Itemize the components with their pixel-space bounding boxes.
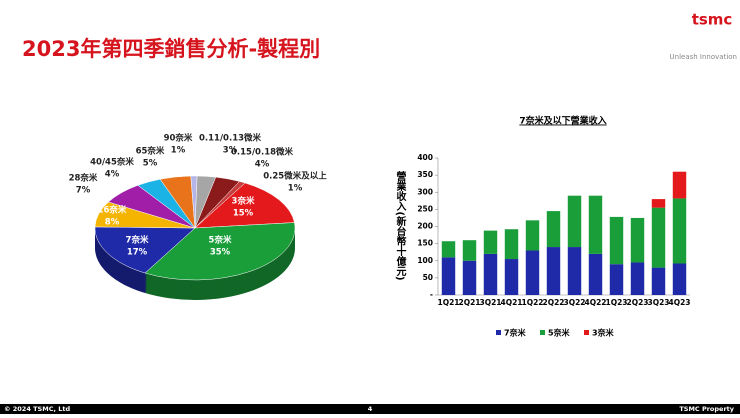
legend-label: 7奈米: [504, 328, 527, 338]
x-tick-label: 2Q21: [458, 298, 480, 307]
footer-bar: [0, 404, 740, 414]
pie-chart: 3奈米 15% 5奈米 35% 7奈米 17% 16奈米 8% 28奈米 7% 40/45奈米 4% 6…: [69, 133, 327, 300]
bar-segment: [630, 262, 645, 295]
pie-slice: [194, 182, 295, 229]
bar-segment: [483, 253, 498, 295]
x-tick-label: 3Q21: [479, 298, 501, 307]
bar-segment: [630, 217, 645, 263]
pie-slice: [194, 181, 246, 229]
legend-swatch: [496, 330, 501, 335]
pie-slice: [144, 222, 296, 281]
slide-title: 2023年第四季銷售分析-製程別: [22, 37, 320, 61]
bar-segment: [567, 195, 582, 248]
pie-value-label: 8%: [105, 218, 120, 228]
pie-value-label: 3%: [223, 146, 238, 156]
logo: tsmc: [692, 11, 733, 29]
y-tick-label: 200: [417, 222, 433, 231]
bar-segment: [441, 257, 456, 295]
x-tick-label: 1Q23: [605, 298, 627, 307]
x-tick-label: 3Q22: [563, 298, 585, 307]
y-tick-label: -: [430, 290, 433, 299]
pie-value-label: 35%: [210, 248, 231, 258]
footer-property: TSMC Property: [679, 405, 734, 413]
bar-segment: [651, 199, 666, 208]
pie-value-label: 1%: [171, 146, 186, 156]
pie-value-label: 4%: [255, 160, 270, 170]
pie-label: 65奈米: [136, 146, 165, 157]
bar-segment: [672, 263, 687, 295]
bar-segment: [546, 247, 561, 295]
pie-value-label: 4%: [105, 170, 120, 180]
bar-segment: [462, 240, 477, 261]
chart-title: 7奈米及以下營業收入: [519, 115, 606, 127]
bar-segment: [672, 198, 687, 264]
bar-segment: [504, 229, 519, 260]
bar-segment: [651, 267, 666, 295]
pie-label: 7奈米: [126, 235, 149, 246]
y-tick-label: 400: [417, 153, 433, 162]
y-axis-label: 營業收入(新台幣十億元): [394, 170, 407, 280]
pie-value-label: 15%: [233, 209, 254, 219]
pie-slice: [94, 226, 196, 274]
pie-label: 5奈米: [209, 235, 232, 246]
bar-segment: [672, 171, 687, 199]
bar-segment: [609, 264, 624, 295]
x-tick-label: 1Q22: [521, 298, 543, 307]
x-tick-label: 2Q23: [626, 298, 648, 307]
y-tick-label: 300: [417, 187, 433, 196]
bar-segment: [588, 195, 603, 254]
legend-swatch: [540, 330, 545, 335]
x-tick-label: 2Q22: [542, 298, 564, 307]
x-tick-label: 4Q23: [668, 298, 690, 307]
bar-segment: [546, 211, 561, 248]
pie-label: 28奈米: [69, 173, 98, 184]
x-tick-label: 4Q21: [500, 298, 522, 307]
y-tick-label: 350: [417, 170, 433, 179]
x-tick-label: 1Q21: [437, 298, 459, 307]
page-number: 4: [368, 405, 373, 413]
legend-label: 3奈米: [592, 328, 615, 338]
pie-label: 40/45奈米: [90, 157, 134, 168]
legend-swatch: [584, 330, 589, 335]
pie-label: 3奈米: [232, 196, 255, 207]
pie-label: 16奈米: [98, 205, 127, 216]
bar-segment: [567, 247, 582, 295]
bar-segment: [525, 220, 540, 251]
bar-segment: [504, 259, 519, 295]
x-tick-label: 4Q22: [584, 298, 606, 307]
bar-segment: [588, 253, 603, 295]
legend-label: 5奈米: [548, 328, 571, 338]
pie-label: 0.11/0.13微米: [199, 133, 262, 144]
bar-segment: [462, 260, 477, 295]
pie-value-label: 17%: [127, 248, 148, 258]
pie-value-label: 5%: [143, 159, 158, 169]
bar-segment: [441, 241, 456, 258]
tagline: Unleash Innovation: [670, 53, 737, 61]
pie-label: 0.15/0.18微米: [231, 147, 294, 158]
pie-label: 90奈米: [164, 133, 193, 144]
footer-copyright: © 2024 TSMC, Ltd: [4, 405, 70, 413]
y-tick-label: 250: [417, 204, 433, 213]
bar-segment: [651, 207, 666, 268]
pie-value-label: 1%: [288, 184, 303, 194]
x-tick-label: 3Q23: [647, 298, 669, 307]
y-tick-label: 100: [417, 256, 433, 265]
y-tick-label: 150: [417, 239, 433, 248]
pie-value-label: 7%: [76, 186, 91, 196]
y-tick-label: 50: [423, 273, 433, 282]
pie-label: 0.25微米及以上: [263, 171, 327, 182]
bar-segment: [525, 250, 540, 295]
bar-segment: [609, 216, 624, 265]
bar-segment: [483, 230, 498, 254]
